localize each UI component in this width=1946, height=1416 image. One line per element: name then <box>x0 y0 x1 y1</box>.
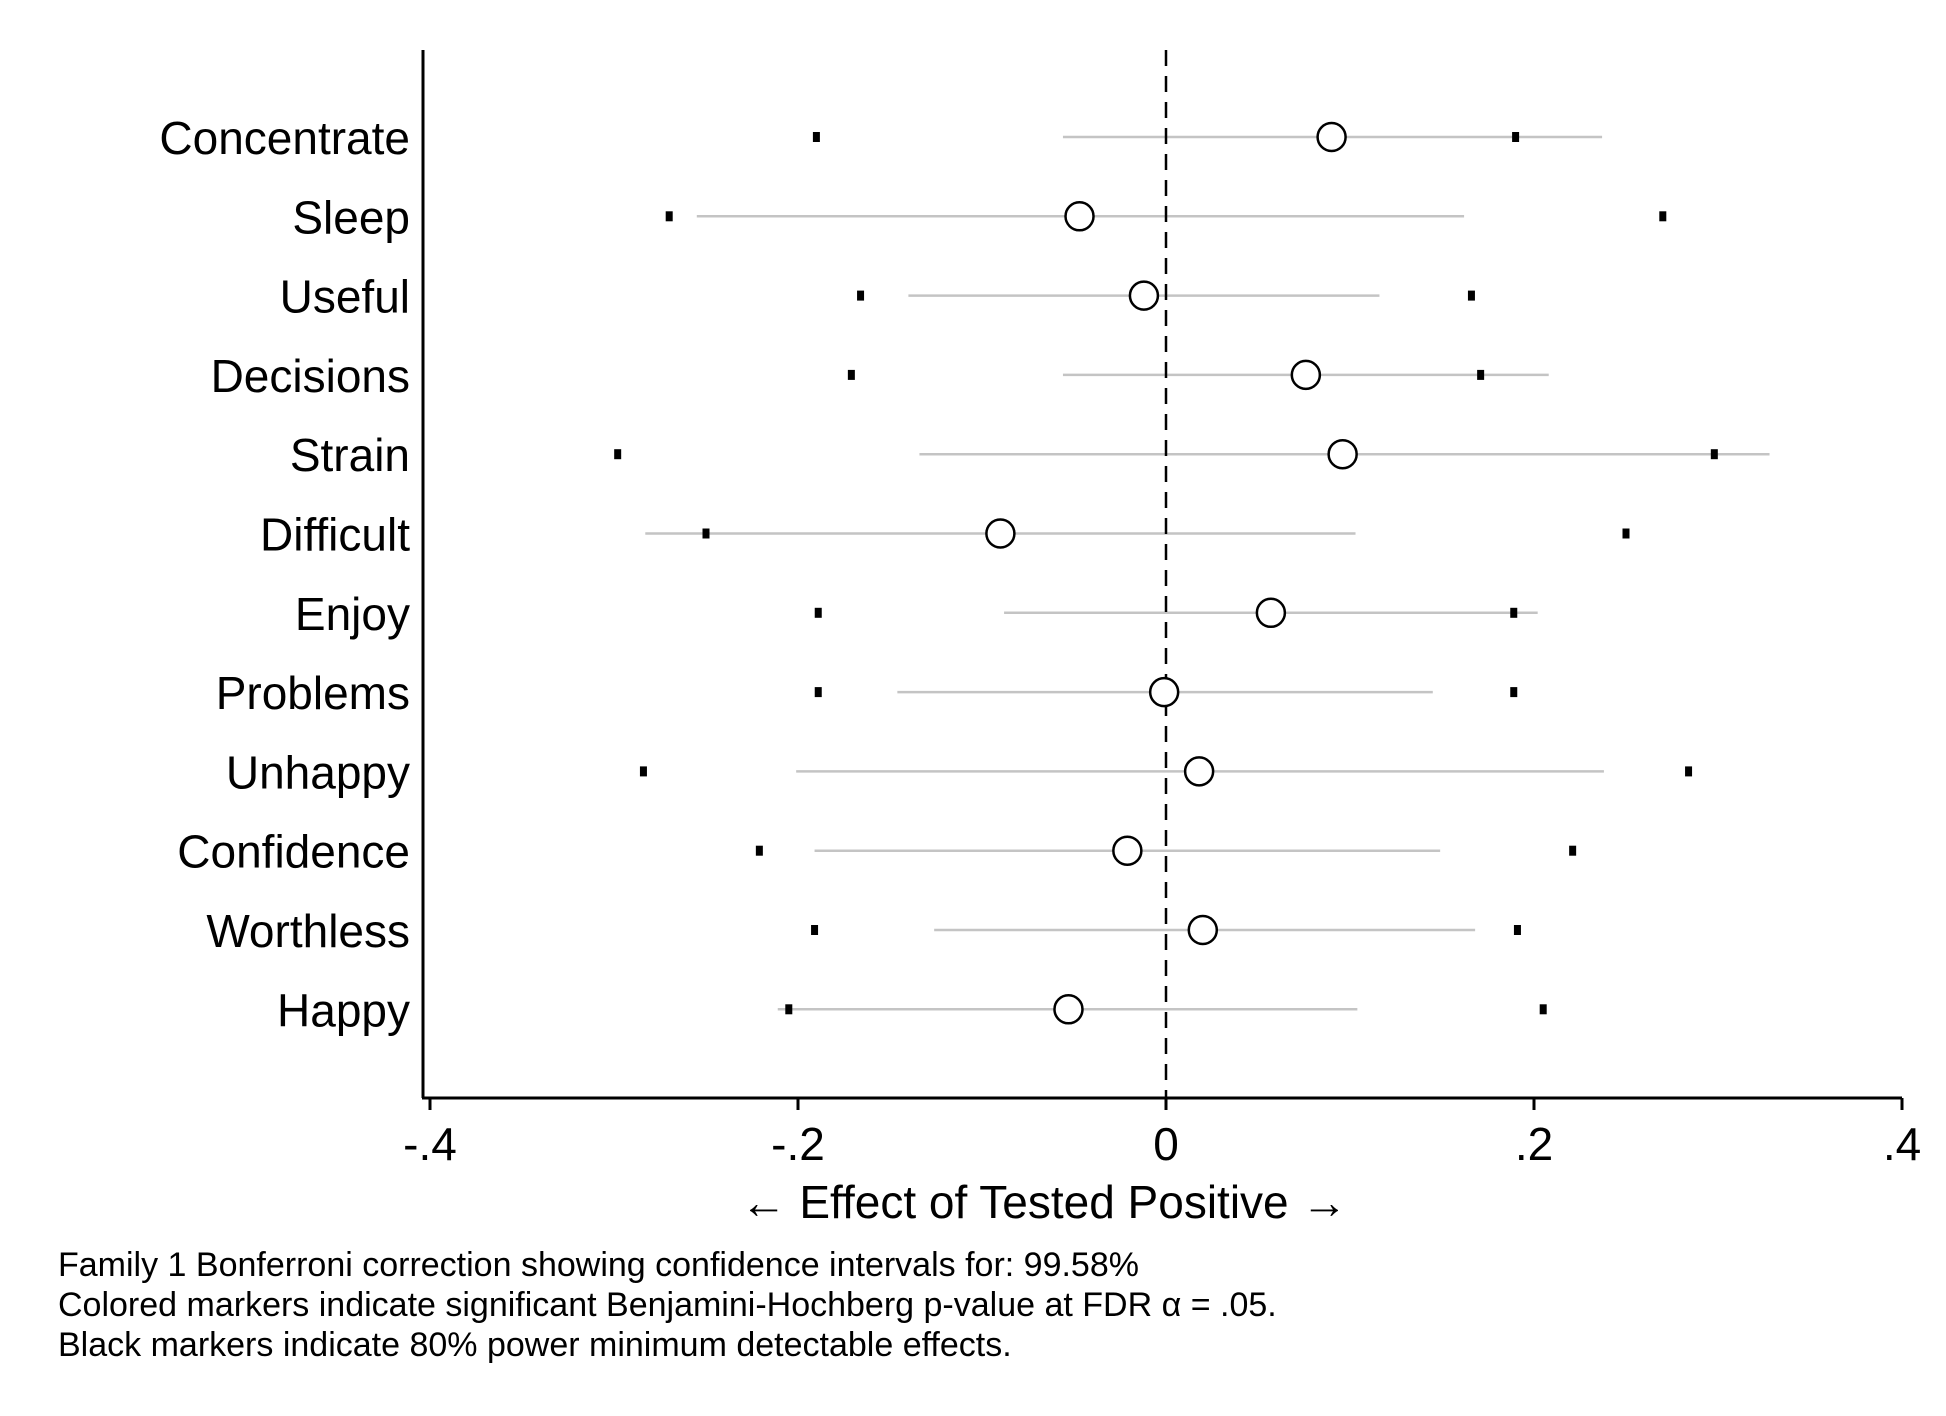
estimate-point-useful <box>1130 282 1158 310</box>
estimate-point-enjoy <box>1257 599 1285 627</box>
estimate-point-decisions <box>1292 361 1320 389</box>
y-label-happy: Happy <box>277 984 410 1036</box>
y-label-unhappy: Unhappy <box>226 746 410 798</box>
estimate-point-strain <box>1329 440 1357 468</box>
x-axis-ticks: -.4 -.2 0 .2 .4 <box>403 1098 1921 1170</box>
x-tick-label: 0 <box>1153 1118 1179 1170</box>
mde-marker-high-worthless <box>1514 925 1521 935</box>
x-tick-label: .2 <box>1515 1118 1553 1170</box>
x-tick-label: -.4 <box>403 1118 457 1170</box>
y-label-enjoy: Enjoy <box>295 588 410 640</box>
mde-marker-high-strain <box>1711 449 1718 459</box>
y-label-concentrate: Concentrate <box>159 112 410 164</box>
estimate-point-confidence <box>1113 837 1141 865</box>
estimate-point-happy <box>1054 995 1082 1023</box>
mde-marker-low-decisions <box>848 370 855 380</box>
mde-marker-high-happy <box>1540 1004 1547 1014</box>
mde-marker-low-unhappy <box>640 766 647 776</box>
mde-marker-low-problems <box>815 687 822 697</box>
mde-marker-high-problems <box>1510 687 1517 697</box>
mde-marker-low-useful <box>857 291 864 301</box>
y-label-useful: Useful <box>280 271 410 323</box>
estimate-point-sleep <box>1066 202 1094 230</box>
mde-marker-low-difficult <box>703 529 710 539</box>
mde-marker-high-confidence <box>1569 846 1576 856</box>
y-label-worthless: Worthless <box>206 905 410 957</box>
axes <box>422 50 1902 1098</box>
mde-marker-high-concentrate <box>1512 132 1519 142</box>
mde-marker-low-concentrate <box>813 132 820 142</box>
x-tick-label: -.2 <box>771 1118 825 1170</box>
estimate-point-problems <box>1150 678 1178 706</box>
mde-marker-high-difficult <box>1623 529 1630 539</box>
mde-marker-low-happy <box>785 1004 792 1014</box>
mde-marker-high-unhappy <box>1685 766 1692 776</box>
mde-marker-high-useful <box>1468 291 1475 301</box>
y-label-problems: Problems <box>216 667 410 719</box>
forest-plot: Concentrate Sleep Useful Decisions Strain Dif… <box>0 0 1946 1240</box>
x-tick-label: .4 <box>1883 1118 1921 1170</box>
mde-marker-high-sleep <box>1659 211 1666 221</box>
mde-marker-low-worthless <box>811 925 818 935</box>
mde-marker-high-enjoy <box>1510 608 1517 618</box>
mde-marker-high-decisions <box>1477 370 1484 380</box>
y-label-strain: Strain <box>290 429 410 481</box>
note-bonferroni: Family 1 Bonferroni correction showing c… <box>58 1245 1277 1285</box>
confidence-intervals <box>645 137 1769 1009</box>
estimate-point-worthless <box>1189 916 1217 944</box>
y-label-decisions: Decisions <box>211 350 410 402</box>
y-label-confidence: Confidence <box>177 826 410 878</box>
note-colored-markers: Colored markers indicate significant Ben… <box>58 1285 1277 1325</box>
estimate-point-difficult <box>986 520 1014 548</box>
estimate-markers <box>986 123 1356 1023</box>
mde-marker-low-sleep <box>666 211 673 221</box>
y-label-difficult: Difficult <box>260 509 410 561</box>
mde-marker-low-strain <box>614 449 621 459</box>
y-label-sleep: Sleep <box>292 191 410 243</box>
estimate-point-concentrate <box>1318 123 1346 151</box>
estimate-point-unhappy <box>1185 757 1213 785</box>
note-black-markers: Black markers indicate 80% power minimum… <box>58 1325 1277 1365</box>
y-axis-labels: Concentrate Sleep Useful Decisions Strain Dif… <box>159 112 410 1036</box>
x-axis-title: ← Effect of Tested Positive → <box>741 1176 1348 1228</box>
chart-notes: Family 1 Bonferroni correction showing c… <box>58 1245 1277 1365</box>
mde-marker-low-confidence <box>756 846 763 856</box>
mde-marker-low-enjoy <box>815 608 822 618</box>
